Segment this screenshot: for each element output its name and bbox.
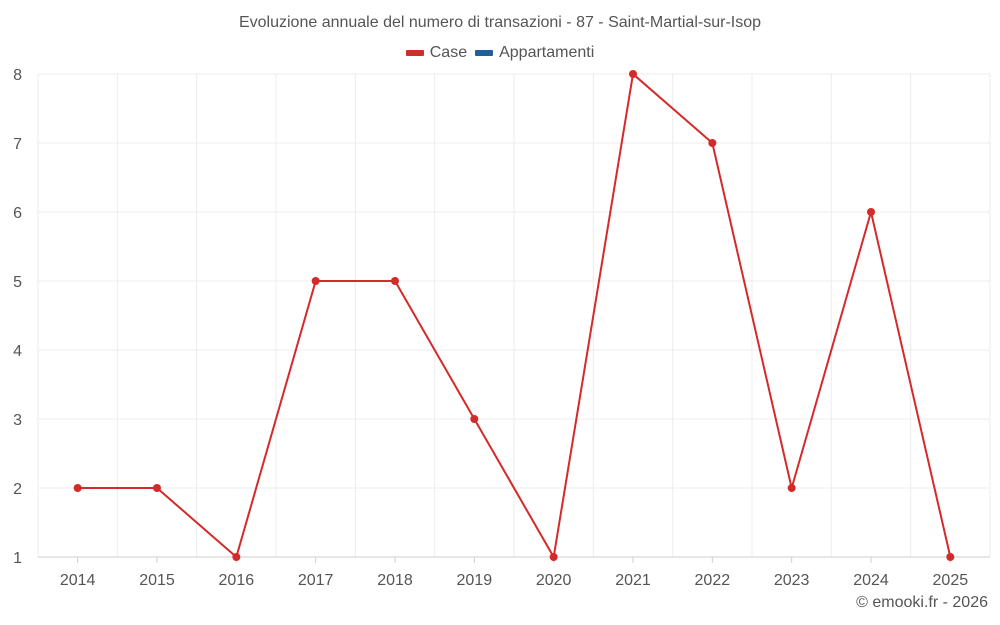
y-tick-label: 1: [13, 550, 22, 567]
y-tick-label: 4: [13, 343, 22, 360]
data-point[interactable]: [708, 139, 717, 147]
x-tick-label: 2020: [536, 572, 572, 589]
legend-item-appartamenti[interactable]: Appartamenti: [475, 44, 594, 62]
data-point[interactable]: [787, 484, 796, 492]
y-tick-label: 3: [13, 412, 22, 429]
x-tick-label: 2025: [933, 572, 969, 589]
x-tick-label: 2018: [377, 572, 413, 589]
chart-title: Evoluzione annuale del numero di transaz…: [238, 14, 762, 31]
x-tick-label: 2015: [139, 572, 175, 589]
data-point[interactable]: [153, 484, 161, 492]
y-tick-label: 7: [13, 136, 22, 153]
data-point[interactable]: [867, 208, 875, 216]
y-tick-label: 5: [13, 274, 22, 291]
x-tick-label: 2016: [219, 572, 255, 589]
y-tick-label: 2: [13, 481, 22, 498]
legend-swatch-appartamenti: [475, 50, 494, 56]
copyright-text: © emooki.fr - 2026: [856, 594, 988, 611]
legend: Case Appartamenti: [0, 44, 1000, 62]
data-point[interactable]: [629, 70, 637, 78]
legend-label-appartamenti: Appartamenti: [499, 44, 595, 61]
legend-label-case: Case: [429, 44, 468, 61]
data-point[interactable]: [946, 553, 955, 561]
x-tick-label: 2021: [615, 572, 651, 589]
data-point[interactable]: [232, 553, 241, 561]
x-tick-label: 2023: [774, 572, 810, 589]
data-point[interactable]: [311, 277, 320, 285]
x-tick-label: 2024: [853, 572, 889, 589]
y-tick-label: 8: [13, 67, 22, 84]
x-tick-label: 2017: [298, 572, 334, 589]
data-point[interactable]: [391, 277, 399, 285]
x-tick-label: 2014: [60, 572, 96, 589]
x-tick-label: 2022: [695, 572, 731, 589]
series-line-case: [77, 73, 952, 558]
x-tick-label: 2019: [457, 572, 493, 589]
data-point[interactable]: [73, 484, 82, 492]
data-point[interactable]: [549, 553, 558, 561]
legend-swatch-case: [405, 50, 424, 56]
y-tick-label: 6: [13, 205, 22, 222]
legend-item-case[interactable]: Case: [405, 44, 468, 62]
data-point[interactable]: [470, 415, 479, 423]
